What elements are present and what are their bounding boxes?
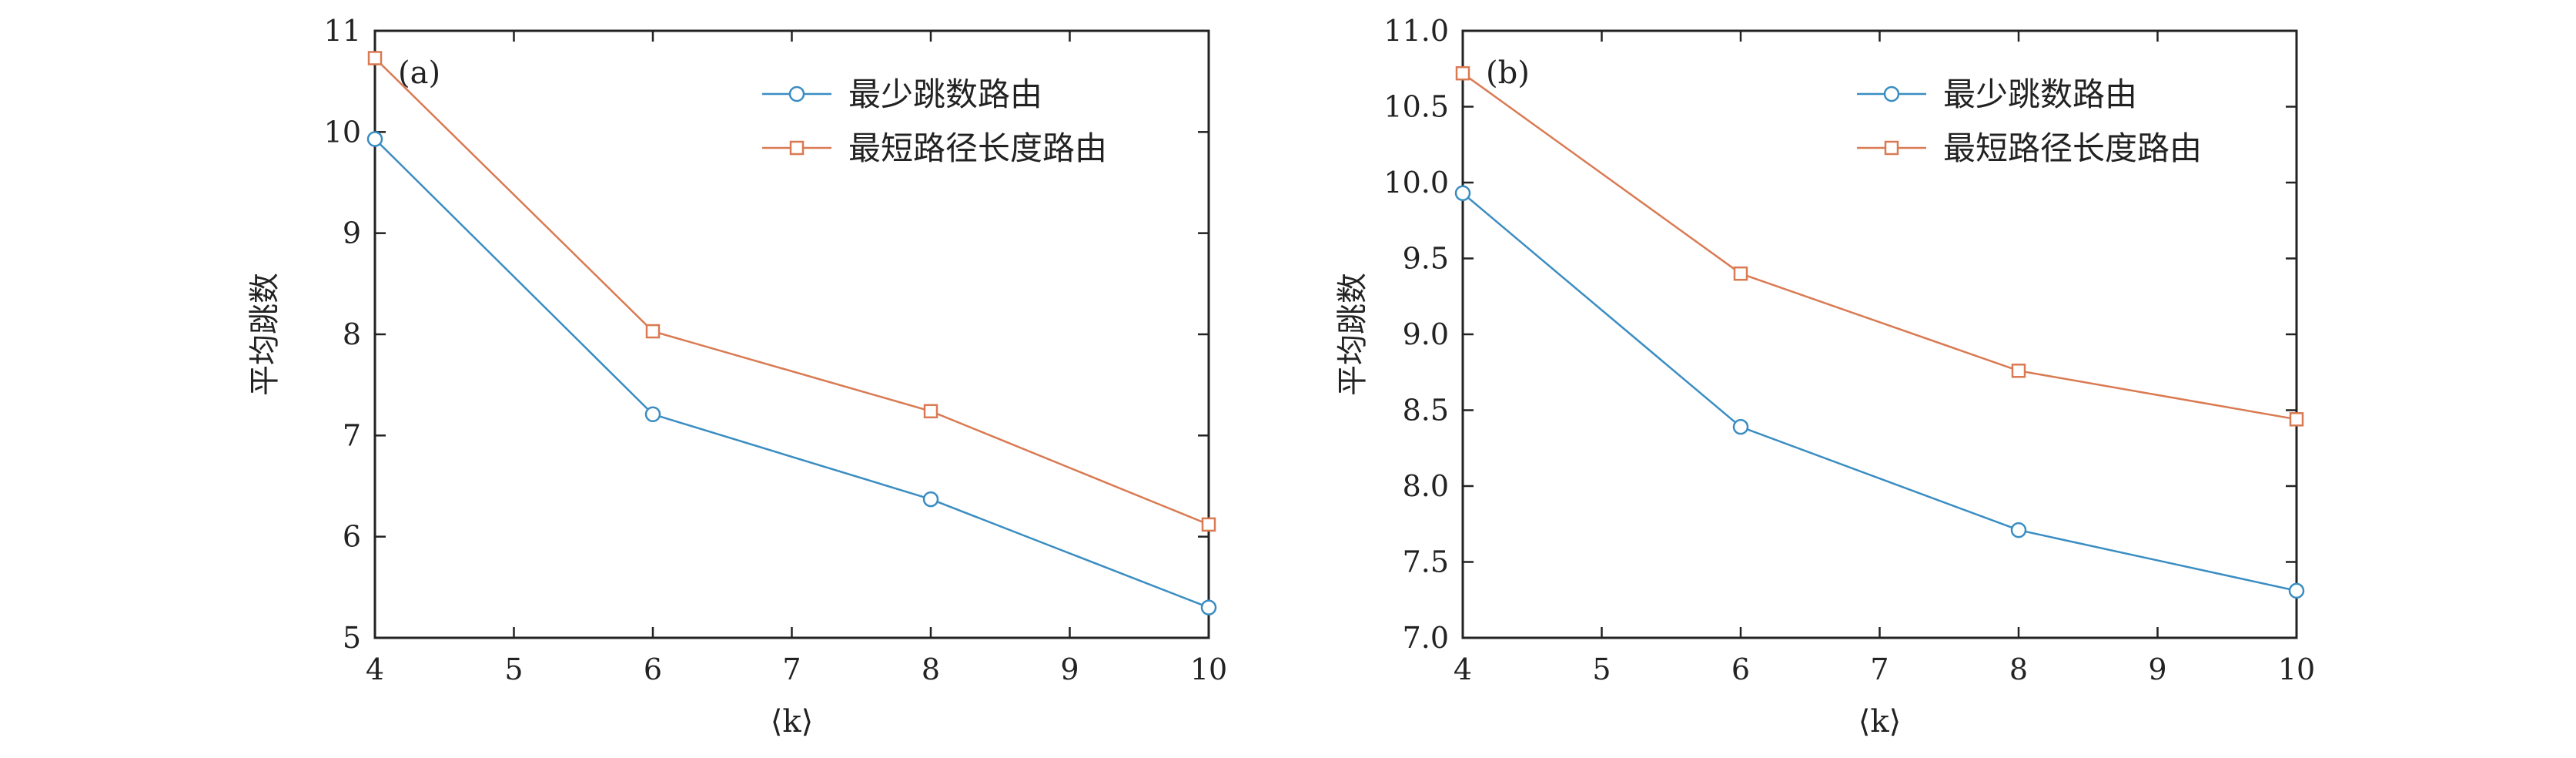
legend-marker-circle [1883, 86, 1900, 102]
series-line-1 [1462, 192, 2297, 592]
data-point-square [923, 404, 938, 419]
plot-frame [373, 29, 1210, 639]
panel-label: (a) [398, 55, 440, 91]
data-point-circle [1200, 599, 1217, 615]
y-tick-label: 5 [343, 621, 361, 655]
x-tick-label: 4 [1454, 652, 1472, 686]
y-axis-label: 平均跳数 [1335, 273, 1370, 396]
x-tick-label: 4 [366, 652, 384, 686]
data-point-circle [644, 406, 661, 423]
y-tick-label: 10.5 [1383, 90, 1449, 124]
x-axis-label: ⟨k⟩ [1858, 704, 1901, 740]
panel-label: (b) [1486, 55, 1530, 91]
y-tick-label: 11 [324, 14, 361, 48]
data-point-square [2289, 412, 2304, 427]
legend-label: 最短路径长度路由 [848, 129, 1107, 167]
series-line-1 [374, 138, 1209, 609]
legend-marker-square [789, 140, 805, 156]
data-point-circle [1732, 418, 1749, 435]
x-tick-label: 6 [644, 652, 662, 686]
data-point-circle [1454, 185, 1471, 202]
chart-panel-a: 4 5 6 7 8 9 10567891011⟨k⟩平均跳数(a)最少跳数路由最短路径长度路… [247, 14, 1227, 740]
y-tick-label: 9.5 [1403, 242, 1449, 276]
data-point-square [1455, 65, 1470, 81]
y-tick-label: 7.5 [1403, 545, 1449, 579]
x-tick-label: 8 [922, 652, 940, 686]
x-tick-label: 5 [504, 652, 523, 686]
legend-marker-circle [788, 86, 805, 102]
plot-frame [1461, 29, 2298, 639]
y-tick-label: 8.5 [1403, 394, 1449, 428]
x-tick-label: 8 [2009, 652, 2028, 686]
data-point-square [1733, 266, 1748, 281]
x-tick-label: 7 [782, 652, 801, 686]
data-point-circle [922, 491, 939, 508]
y-tick-label: 7 [343, 418, 361, 452]
y-tick-label: 6 [343, 520, 361, 554]
y-axis-label: 平均跳数 [247, 273, 283, 396]
data-point-circle [2010, 522, 2027, 538]
data-point-circle [2288, 582, 2305, 599]
data-point-circle [366, 131, 383, 147]
legend-marker-square [1884, 140, 1899, 156]
data-point-square [2011, 364, 2026, 378]
legend-label: 最少跳数路由 [848, 75, 1042, 113]
data-point-square [645, 324, 661, 339]
y-tick-label: 10.0 [1383, 166, 1449, 200]
series-line-2 [1462, 72, 2297, 421]
x-axis-label: ⟨k⟩ [771, 704, 813, 740]
y-tick-label: 9 [343, 216, 361, 250]
legend-label: 最少跳数路由 [1943, 75, 2137, 113]
x-tick-label: 10 [2278, 652, 2315, 686]
y-tick-label: 8.0 [1403, 469, 1449, 503]
x-tick-label: 7 [1870, 652, 1889, 686]
x-tick-label: 9 [1060, 652, 1079, 686]
chart-panel-b: 4 5 6 7 8 9 10 7.0 7.5 8.0 8.5 9.0 9.5 10.0 10.5 11.0 ⟨k… [1335, 14, 2315, 740]
x-tick-label: 6 [1731, 652, 1750, 686]
y-tick-label: 7.0 [1403, 621, 1449, 655]
y-tick-label: 11.0 [1383, 14, 1449, 48]
x-tick-label: 9 [2148, 652, 2166, 686]
legend-label: 最短路径长度路由 [1943, 129, 2202, 167]
y-tick-label: 10 [324, 115, 361, 149]
data-point-square [367, 51, 383, 65]
x-tick-label: 10 [1190, 652, 1227, 686]
y-tick-label: 9.0 [1403, 317, 1449, 351]
y-tick-label: 8 [343, 317, 361, 351]
series-line-2 [374, 57, 1209, 526]
data-point-square [1201, 517, 1216, 532]
x-tick-label: 5 [1592, 652, 1611, 686]
